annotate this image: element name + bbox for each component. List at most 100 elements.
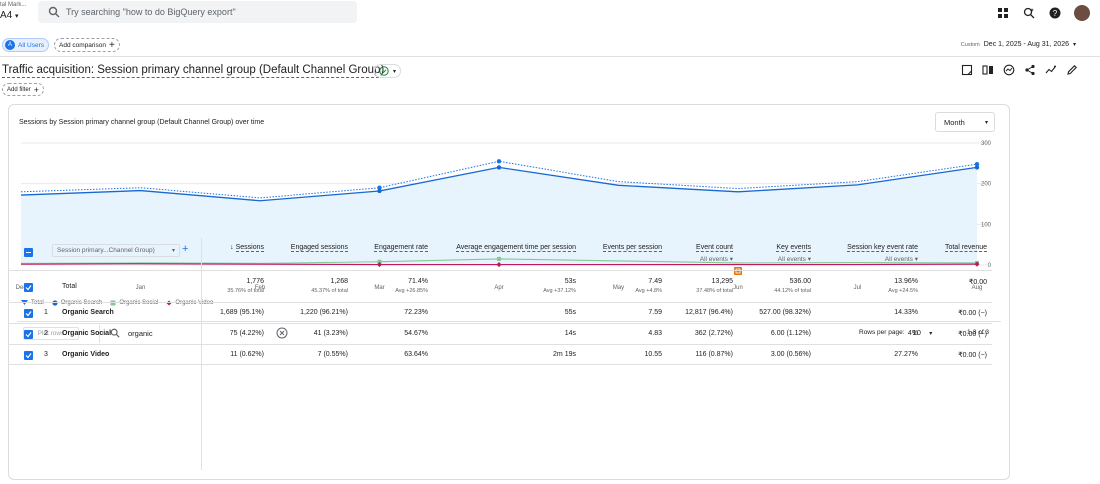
table-row[interactable]: 3 Organic Video 11 (0.62%) 7 (0.55%) 63.64% 2…: [8, 344, 992, 365]
row-dimension-value[interactable]: Organic Video: [62, 351, 110, 358]
add-filter-button[interactable]: Add filter +: [2, 83, 44, 96]
y-tick-label: 0: [988, 263, 992, 269]
divider: [0, 56, 1100, 57]
edit-pencil-icon[interactable]: [1066, 64, 1078, 76]
row-dimension-value[interactable]: Organic Search: [62, 309, 114, 316]
dimension-select[interactable]: Session primary...Channel Group) ▾: [52, 244, 180, 257]
data-point[interactable]: [496, 159, 502, 164]
table-cell: 6.00 (1.12%): [770, 330, 811, 337]
report-status-control[interactable]: ▾: [374, 64, 402, 78]
property-selector[interactable]: A4 ▾: [0, 10, 19, 21]
column-header[interactable]: Engagement rate: [374, 244, 428, 252]
top-icons: ?: [996, 5, 1090, 21]
column-header[interactable]: ↓ Sessions: [230, 244, 264, 252]
table-cell: 1,220 (96.21%): [300, 309, 348, 316]
rows-per-page-select[interactable]: 10 ▾: [913, 328, 933, 337]
row-checkbox[interactable]: [24, 309, 33, 318]
data-point[interactable]: [974, 261, 980, 267]
data-point[interactable]: [377, 188, 382, 194]
check-icon: [25, 332, 32, 338]
help-icon[interactable]: ?: [1048, 6, 1062, 20]
account-name[interactable]: tal Mark...: [0, 2, 27, 8]
rows-per-page-label: Rows per page:: [859, 329, 905, 336]
total-cell: 7.49 Avg +4.8%: [635, 278, 662, 294]
table-cell: 12,817 (96.4%): [685, 309, 733, 316]
column-header[interactable]: Event count All events ▾: [696, 244, 733, 263]
x-tick-label: Dec: [16, 285, 27, 291]
x-tick-label: Jun: [733, 285, 743, 291]
table-cell: 362 (2.72%): [694, 330, 733, 337]
metric-filter-select[interactable]: All events ▾: [699, 256, 733, 263]
row-index: 1: [44, 309, 48, 316]
compare-icon[interactable]: [982, 64, 994, 76]
granularity-select[interactable]: Month ▾: [935, 112, 995, 132]
segment-chip[interactable]: A All Users: [2, 38, 50, 52]
table-cell: ₹0.00 (−): [958, 331, 987, 338]
column-header-label: Session key event rate: [847, 244, 918, 252]
metric-filter-select[interactable]: All events ▾: [884, 256, 918, 263]
data-point[interactable]: [974, 165, 980, 170]
table-cell: 54.67%: [404, 330, 428, 337]
column-divider: [201, 238, 202, 470]
table-cell: 527.00 (98.32%): [759, 309, 811, 316]
table-cell: 55s: [564, 309, 576, 316]
table-total-row: Total 1,776 35.76% of total 1,268 45.37% of …: [8, 270, 992, 302]
search-placeholder: Try searching "how to do BigQuery export…: [66, 7, 236, 17]
select-all-checkbox[interactable]: [24, 248, 33, 257]
row-index: 3: [44, 351, 48, 358]
data-point[interactable]: [497, 256, 501, 261]
table-cell: 72.23%: [404, 309, 428, 316]
insights-icon[interactable]: [1003, 64, 1015, 76]
column-header-label: Events per session: [602, 244, 662, 252]
metric-filter-select[interactable]: All events ▾: [777, 256, 811, 263]
trend-sparkle-icon[interactable]: [1045, 64, 1057, 76]
column-header[interactable]: Events per session: [602, 244, 662, 252]
share-icon[interactable]: [1024, 64, 1036, 76]
x-tick-label: Mar: [374, 285, 384, 291]
note-icon[interactable]: [961, 64, 973, 76]
data-point[interactable]: [496, 165, 502, 170]
add-dimension-button[interactable]: +: [182, 243, 189, 255]
chart-title: Sessions by Session primary channel grou…: [19, 119, 265, 126]
table-search[interactable]: organic: [99, 325, 294, 343]
data-point[interactable]: [377, 259, 382, 264]
top-bar: tal Mark... A4 ▾ Try searching "how to d…: [0, 0, 1100, 30]
table-cell: 7.59: [648, 309, 662, 316]
apps-grid-icon[interactable]: [996, 6, 1010, 20]
row-checkbox[interactable]: [24, 351, 33, 360]
date-range-picker[interactable]: Custom Dec 1, 2025 - Aug 31, 2026 ▾: [961, 41, 1076, 48]
table-cell: 10.55: [644, 351, 662, 358]
data-point[interactable]: [377, 185, 382, 190]
comparison-bar: A All Users Add comparison + Custom Dec …: [0, 37, 1100, 55]
plot-rows-button[interactable]: Plot rows: [23, 327, 79, 340]
column-header[interactable]: Total revenue: [944, 244, 987, 252]
table-row[interactable]: 1 Organic Search 1,689 (95.1%) 1,220 (96.21…: [8, 302, 992, 323]
column-header[interactable]: Engaged sessions: [290, 244, 348, 252]
avatar[interactable]: [1074, 5, 1090, 21]
clear-search-icon[interactable]: [276, 327, 288, 339]
column-header[interactable]: Key events All events ▾: [776, 244, 811, 263]
row-checkbox[interactable]: [24, 283, 33, 292]
chevron-down-icon: ▾: [984, 119, 988, 126]
sort-arrow-icon: ↓: [230, 244, 236, 251]
page-title[interactable]: Traffic acquisition: Session primary cha…: [2, 64, 385, 78]
column-header-label: Total revenue: [944, 244, 987, 252]
row-dimension-value[interactable]: Organic Social: [62, 330, 112, 337]
chevron-down-icon: ▾: [1072, 42, 1076, 48]
x-tick-label: Apr: [494, 285, 503, 291]
add-comparison-label: Add comparison: [59, 41, 106, 49]
column-header[interactable]: Session key event rate All events ▾: [847, 244, 918, 263]
data-point[interactable]: [974, 161, 980, 167]
row-checkbox[interactable]: [24, 330, 33, 339]
check-icon: [25, 285, 32, 291]
table-cell: 3.00 (0.56%): [770, 351, 811, 358]
search-icon: [48, 6, 60, 18]
global-search-bar[interactable]: Try searching "how to do BigQuery export…: [38, 1, 357, 23]
x-tick-label: May: [613, 285, 624, 291]
check-circle-icon: [379, 66, 389, 76]
column-header[interactable]: Average engagement time per session: [456, 244, 576, 252]
table-row[interactable]: 2 Organic Social 75 (4.22%) 41 (3.23%) 54.67…: [8, 323, 992, 344]
column-header-label: Event count: [696, 244, 733, 252]
search-insights-icon[interactable]: [1022, 6, 1036, 20]
add-comparison-button[interactable]: Add comparison +: [54, 38, 120, 52]
